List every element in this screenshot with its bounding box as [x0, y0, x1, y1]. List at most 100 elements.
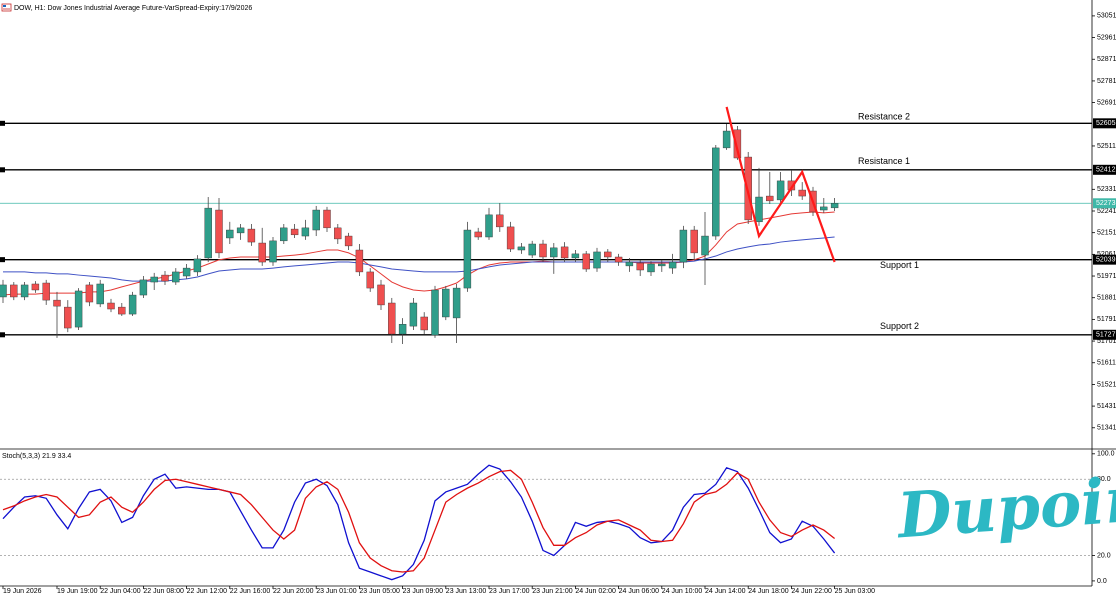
y-tick-label: 0.0 — [1097, 578, 1107, 585]
candle-body — [776, 180, 785, 201]
level-label: Resistance 1 — [858, 156, 910, 166]
candle-body — [452, 287, 461, 319]
level-anchor — [0, 120, 5, 126]
y-tick-label: 51521 — [1097, 381, 1116, 388]
y-tick-label: 51611 — [1097, 360, 1116, 367]
candle-body — [604, 251, 612, 258]
last-price: 52273 — [1096, 200, 1116, 207]
candle-body — [215, 209, 223, 254]
x-tick-label: 23 Jun 13:00 — [446, 588, 487, 594]
candle-body — [474, 231, 482, 238]
candle-body — [182, 267, 191, 277]
candle-body — [463, 229, 472, 289]
level-price-box — [1093, 118, 1116, 129]
y-tick-label: 53051 — [1097, 13, 1116, 20]
y-tick-label: 52781 — [1097, 78, 1116, 85]
level-price: 51727 — [1096, 332, 1116, 339]
candle-body — [301, 227, 310, 237]
candle-body — [560, 246, 569, 259]
x-tick-label: 24 Jun 10:00 — [662, 588, 703, 594]
y-tick-label: 51701 — [1097, 338, 1116, 345]
candle-body — [625, 261, 634, 267]
candle-body — [280, 227, 288, 242]
candle-body — [53, 299, 61, 307]
candle-body — [582, 253, 590, 270]
candle-body — [204, 207, 212, 259]
candle-body — [344, 235, 353, 247]
level-price: 52412 — [1096, 167, 1116, 174]
x-tick-label: 22 Jun 20:00 — [273, 588, 314, 594]
candle-body — [139, 279, 148, 296]
candle-body — [226, 229, 234, 239]
candle-body — [528, 243, 536, 256]
level-anchor — [0, 257, 5, 263]
level-label: Resistance 2 — [858, 112, 910, 122]
candle-body — [377, 284, 385, 306]
candle-body — [290, 228, 299, 236]
indicator-name: Stoch(5,3,3) — [2, 453, 40, 460]
candle-body — [247, 228, 256, 243]
candle-body — [107, 302, 115, 310]
candle-body — [74, 290, 83, 328]
candle-body — [485, 214, 493, 238]
x-tick-label: 24 Jun 14:00 — [705, 588, 746, 594]
candle-body — [323, 209, 331, 229]
candle-body — [355, 249, 364, 273]
y-tick-label: 51431 — [1097, 403, 1116, 410]
candle-body — [830, 203, 839, 209]
x-tick-label: 24 Jun 22:00 — [791, 588, 832, 594]
candle-body — [312, 209, 320, 231]
level-price-box — [1093, 164, 1116, 175]
candle-body — [20, 284, 29, 298]
candle-body — [636, 262, 644, 271]
indicator-k: 21.9 — [42, 453, 56, 460]
level-price-box — [1093, 329, 1116, 340]
candle-body — [398, 323, 407, 335]
x-tick-label: 23 Jun 21:00 — [532, 588, 573, 594]
candle-body — [539, 243, 547, 258]
candle-body — [420, 316, 428, 331]
candle-body — [118, 306, 126, 315]
y-tick-label: 100.0 — [1097, 451, 1115, 458]
candle-body — [733, 129, 742, 159]
candle-body — [766, 195, 774, 202]
candle-body — [334, 227, 342, 240]
candle-body — [193, 258, 202, 273]
candle-body — [96, 283, 104, 305]
candle-body — [722, 130, 731, 149]
oscillator-line — [2, 469, 835, 573]
candle-body — [787, 180, 796, 191]
x-tick-label: 22 Jun 08:00 — [143, 588, 184, 594]
candle-body — [128, 294, 137, 315]
level-anchor — [0, 332, 5, 338]
y-tick-label: 51791 — [1097, 316, 1116, 323]
level-label: Support 2 — [880, 321, 919, 331]
y-tick-label: 52151 — [1097, 230, 1116, 237]
candle-body — [571, 253, 580, 259]
candle-body — [64, 306, 72, 329]
x-tick-label: 22 Jun 16:00 — [230, 588, 271, 594]
candle-body — [496, 214, 504, 228]
last-price-box — [1093, 198, 1116, 209]
candle-body — [712, 147, 720, 237]
x-tick-label: 23 Jun 09:00 — [403, 588, 444, 594]
level-label: Support 1 — [880, 260, 919, 270]
candle-body — [679, 229, 688, 263]
candle-body — [550, 247, 558, 258]
candle-body — [85, 284, 94, 303]
candle-body — [10, 284, 18, 298]
y-tick-label: 51341 — [1097, 425, 1116, 432]
candle-body — [593, 251, 601, 269]
candle-body — [442, 288, 450, 318]
y-tick-label: 51881 — [1097, 295, 1116, 302]
watermark: Dupoin — [893, 462, 1116, 553]
candle-body — [150, 276, 158, 283]
candle-body — [31, 283, 40, 291]
x-tick-label: 24 Jun 02:00 — [575, 588, 616, 594]
x-tick-label: 23 Jun 17:00 — [489, 588, 530, 594]
candle-body — [409, 302, 418, 327]
level-price: 52605 — [1096, 120, 1116, 127]
candle-body — [258, 242, 266, 263]
